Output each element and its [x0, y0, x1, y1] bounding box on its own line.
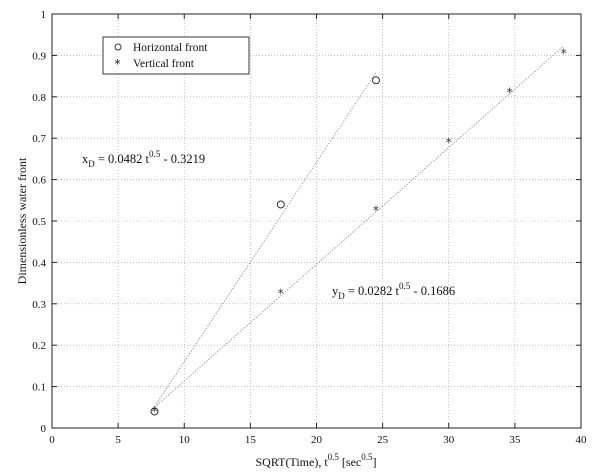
annotation-vertical-fit: yD = 0.0282 t0.5 - 0.1686: [332, 281, 455, 301]
data-point-horizontal-front: [276, 200, 285, 209]
annotation-horizontal-fit: xD = 0.0482 t0.5 - 0.3219: [82, 149, 205, 169]
legend-box: [102, 36, 250, 75]
x-tick-label: 20: [311, 434, 323, 446]
fit-line-horizontal-front: [154, 72, 377, 407]
legend-marker-vertical-front: *: [115, 57, 121, 71]
y-tick-label: 0.1: [32, 382, 46, 394]
data-point-vertical-front: *: [561, 46, 567, 60]
x-axis-label: SQRT(Time), t0.5 [sec0.5]: [255, 452, 376, 469]
axis-ticks: 0 5 10 15 20 25 30 35 40 0 0.1 0.2 0.3 0.4 0.5 0.6 0.7 0.…: [32, 9, 587, 446]
legend-label-vertical-front: Vertical front: [133, 58, 195, 70]
data-point-vertical-front: *: [373, 204, 379, 218]
x-tick-label: 15: [245, 434, 257, 446]
x-tick-label: 40: [576, 434, 588, 446]
y-tick-label: 0.9: [32, 50, 46, 62]
y-tick-label: 0.3: [32, 299, 46, 311]
data-points: * * * * * *: [150, 46, 567, 418]
y-tick-label: 0.7: [32, 133, 46, 145]
x-tick-label: 5: [115, 434, 121, 446]
y-tick-label: 0.8: [32, 92, 46, 104]
fit-lines: [154, 45, 565, 408]
y-tick-label: 0.4: [32, 257, 46, 269]
y-tick-label: 0.5: [32, 216, 46, 228]
legend: Horizontal front * Vertical front: [102, 36, 250, 75]
data-point-vertical-front: *: [446, 135, 452, 149]
x-tick-label: 0: [49, 434, 55, 446]
x-tick-label: 30: [443, 434, 455, 446]
y-tick-label: 0.6: [32, 175, 46, 187]
legend-label-horizontal-front: Horizontal front: [133, 42, 208, 54]
data-point-vertical-front: *: [278, 286, 284, 300]
y-tick-label: 0: [41, 423, 47, 435]
legend-marker-horizontal-front: [114, 43, 122, 51]
x-tick-label: 10: [179, 434, 191, 446]
y-tick-label: 1: [41, 9, 47, 21]
x-tick-label: 35: [509, 434, 521, 446]
data-point-horizontal-front: [372, 76, 381, 85]
y-axis-label: Dimensionless water front: [15, 157, 29, 284]
data-point-vertical-front: *: [151, 404, 157, 418]
fit-line-vertical-front: [154, 45, 565, 408]
data-point-vertical-front: *: [507, 86, 513, 100]
grid: [52, 14, 581, 428]
data-point-horizontal-front: [150, 407, 159, 416]
y-tick-label: 0.2: [32, 340, 46, 352]
x-tick-label: 25: [377, 434, 389, 446]
